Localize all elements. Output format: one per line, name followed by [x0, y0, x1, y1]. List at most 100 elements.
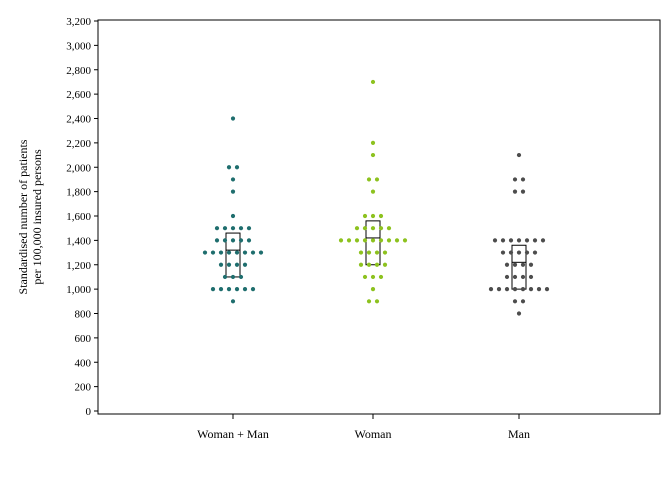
data-point [500, 250, 506, 255]
data-point [520, 262, 526, 267]
x-tick-label: Woman + Man [197, 427, 269, 441]
data-point [234, 287, 240, 292]
y-axis-title-line: Standardised number of patients [16, 139, 30, 294]
y-tick-label: 2,200 [66, 138, 91, 150]
box [365, 220, 381, 266]
y-tick-label: 2,800 [66, 65, 91, 77]
data-point [226, 250, 232, 255]
data-point [508, 250, 514, 255]
data-point [394, 238, 400, 243]
data-point [354, 238, 360, 243]
data-point [370, 274, 376, 280]
data-point [386, 226, 392, 231]
data-point [516, 238, 522, 243]
box-layer [225, 220, 527, 290]
data-point [370, 152, 376, 158]
y-tick-label: 1,800 [66, 187, 91, 199]
data-point [512, 287, 518, 292]
data-point [504, 287, 510, 292]
data-point [226, 165, 232, 170]
data-point [338, 238, 344, 243]
x-tick-label: Woman [354, 427, 391, 441]
data-point [218, 262, 224, 267]
data-point [366, 250, 372, 255]
data-point [544, 287, 550, 292]
data-point [512, 299, 518, 304]
data-point [520, 299, 526, 304]
dot-layer [202, 79, 550, 316]
data-point [492, 238, 498, 243]
y-tick-label: 1,000 [66, 284, 91, 296]
data-point [370, 287, 376, 292]
data-point [370, 79, 376, 85]
data-point [226, 287, 232, 292]
data-point [238, 274, 244, 280]
data-point [500, 238, 506, 243]
data-point [354, 226, 360, 231]
data-point [382, 262, 388, 267]
y-axis: 0 200 400 600 800 1,000 1,200 1,400 1,600 1,800 2,… [66, 16, 98, 418]
data-point [540, 238, 546, 243]
data-point [246, 226, 252, 231]
data-point [230, 274, 236, 280]
data-point [234, 250, 240, 255]
y-axis-title: Standardised number of patientsper 100,0… [16, 139, 44, 294]
plot-frame [97, 19, 661, 415]
data-point [362, 274, 368, 280]
data-point [230, 116, 236, 121]
data-point [250, 250, 256, 255]
data-point [496, 287, 502, 292]
data-point [370, 238, 376, 243]
data-point [382, 250, 388, 255]
data-point [234, 262, 240, 267]
data-point [210, 287, 216, 292]
data-point [512, 274, 518, 280]
data-point [504, 274, 510, 280]
data-point [214, 238, 220, 243]
data-point [234, 165, 240, 170]
data-point [366, 177, 372, 182]
y-tick-label: 800 [75, 309, 92, 321]
data-point [358, 262, 364, 267]
data-point [528, 262, 534, 267]
y-tick-label: 1,600 [66, 211, 91, 223]
data-point [524, 238, 530, 243]
data-point [362, 213, 368, 219]
data-point [366, 299, 372, 304]
y-tick-label: 2,000 [66, 162, 91, 174]
data-point [238, 238, 244, 243]
data-point [362, 226, 368, 231]
data-point [378, 226, 384, 231]
data-point [218, 287, 224, 292]
data-point [370, 213, 376, 219]
data-point [222, 274, 228, 280]
data-point [378, 213, 384, 219]
data-point [218, 250, 224, 255]
data-point [230, 189, 236, 194]
data-point [374, 177, 380, 182]
data-point [222, 238, 228, 243]
data-point [202, 250, 208, 255]
data-point [246, 238, 252, 243]
data-point [532, 238, 538, 243]
data-point [378, 274, 384, 280]
data-point [528, 287, 534, 292]
y-tick-label: 1,200 [66, 260, 91, 272]
data-point [230, 177, 236, 182]
data-point [242, 262, 248, 267]
data-point [378, 238, 384, 243]
data-point [386, 238, 392, 243]
data-point [516, 311, 522, 316]
data-point [524, 250, 530, 255]
y-tick-label: 1,400 [66, 235, 91, 247]
data-point [512, 177, 518, 182]
data-point [488, 287, 494, 292]
data-point [362, 238, 368, 243]
y-tick-label: 400 [75, 357, 92, 369]
data-point [366, 262, 372, 267]
y-tick-label: 200 [75, 382, 92, 394]
y-tick-label: 2,600 [66, 89, 91, 101]
data-point [346, 238, 352, 243]
data-point [508, 238, 514, 243]
data-point [210, 250, 216, 255]
